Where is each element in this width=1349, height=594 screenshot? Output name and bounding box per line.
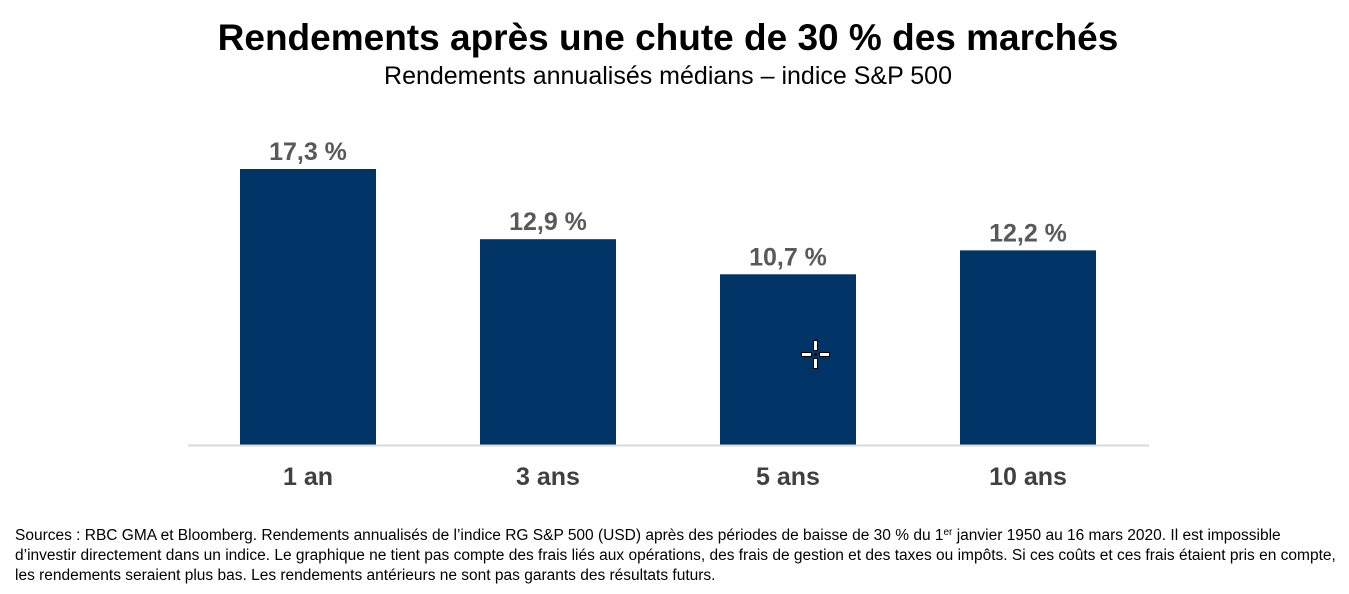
chart-subtitle: Rendements annualisés médians – indice S… <box>384 62 952 90</box>
bar-chart: 17,3 %12,9 %10,7 %12,2 % 1 an 3 ans 5 ans 1… <box>188 138 1149 491</box>
chart-title: Rendements après une chute de 30 % des m… <box>217 17 1119 58</box>
footnote: Sources : RBC GMA et Bloomberg. Rendemen… <box>15 526 1340 586</box>
value-label-2: 12,9 % <box>509 208 587 236</box>
footnote-superscript: er <box>943 527 953 538</box>
category-label-3: 5 ans <box>756 463 820 491</box>
bar-3 <box>720 274 856 445</box>
bar-1 <box>240 169 376 445</box>
value-label-1: 17,3 % <box>269 138 347 166</box>
footnote-text-1: Sources : RBC GMA et Bloomberg. Rendemen… <box>15 527 944 544</box>
crosshair-cursor-icon <box>800 339 831 370</box>
category-label-4: 10 ans <box>989 463 1067 491</box>
value-label-3: 10,7 % <box>749 243 827 271</box>
bars-group <box>240 169 1096 445</box>
value-labels-group: 17,3 % 12,9 % 10,7 % 12,2 % <box>269 138 1067 271</box>
category-label-2: 3 ans <box>516 463 580 491</box>
bar-2 <box>480 239 616 445</box>
footnote-text-2: janvier 1950 au 16 mars 2020. Il est imp… <box>15 527 1336 584</box>
category-label-1: 1 an <box>283 463 333 491</box>
value-label-4: 12,2 % <box>989 219 1067 247</box>
category-labels-group: 1 an 3 ans 5 ans 10 ans <box>283 463 1067 491</box>
bar-4 <box>960 250 1096 445</box>
